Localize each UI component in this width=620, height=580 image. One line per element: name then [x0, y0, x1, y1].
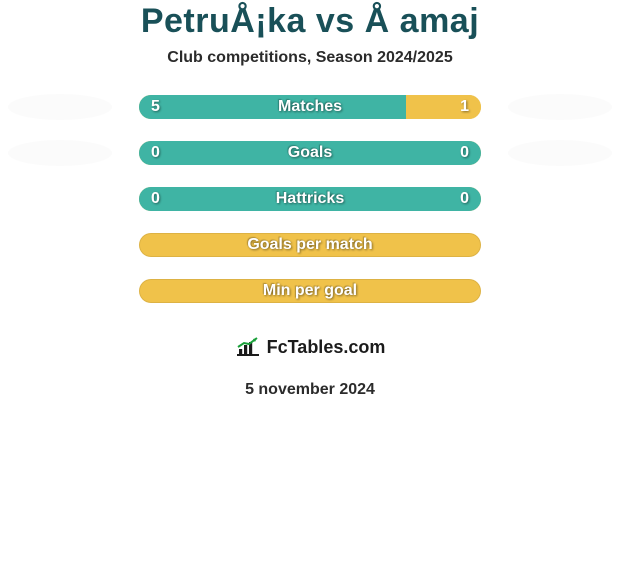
- stat-bar: 0 0 Goals: [139, 141, 481, 165]
- stat-bar: 0 0 Hattricks: [139, 187, 481, 211]
- stat-label: Min per goal: [263, 282, 357, 300]
- stat-bar-left-fill: [139, 95, 406, 119]
- team-crest-right: [508, 140, 612, 166]
- team-crest-left: [8, 140, 112, 166]
- stat-label: Hattricks: [276, 190, 344, 208]
- stat-rows: 5 1 Matches 0 0 Goals 0 0 Hattricks Goals per mat…: [0, 95, 620, 303]
- stat-value-left: 0: [151, 144, 160, 162]
- stat-bar: Goals per match: [139, 233, 481, 257]
- stat-bar-right-fill: [406, 95, 481, 119]
- stat-value-left: 0: [151, 190, 160, 208]
- stat-value-right: 0: [460, 144, 469, 162]
- stat-label: Goals per match: [247, 236, 372, 254]
- logo-chart-icon: [235, 337, 261, 357]
- stat-bar: 5 1 Matches: [139, 95, 481, 119]
- team-crest-left: [8, 94, 112, 120]
- stat-bar: Min per goal: [139, 279, 481, 303]
- logo-text: FcTables.com: [267, 337, 386, 358]
- team-crest-right: [508, 94, 612, 120]
- site-logo: FcTables.com: [202, 325, 418, 369]
- stat-row: 0 0 Hattricks: [0, 187, 620, 211]
- generated-date: 5 november 2024: [0, 381, 620, 399]
- page-title: PetruÅ¡ka vs Å amaj: [0, 2, 620, 41]
- stat-value-right: 1: [460, 98, 469, 116]
- stat-value-left: 5: [151, 98, 160, 116]
- comparison-card: PetruÅ¡ka vs Å amaj Club competitions, S…: [0, 0, 620, 580]
- stat-value-right: 0: [460, 190, 469, 208]
- stat-row: Min per goal: [0, 279, 620, 303]
- stat-row: 5 1 Matches: [0, 95, 620, 119]
- stat-label: Matches: [278, 98, 342, 116]
- stat-row: Goals per match: [0, 233, 620, 257]
- stat-row: 0 0 Goals: [0, 141, 620, 165]
- stat-label: Goals: [288, 144, 332, 162]
- subtitle: Club competitions, Season 2024/2025: [0, 49, 620, 67]
